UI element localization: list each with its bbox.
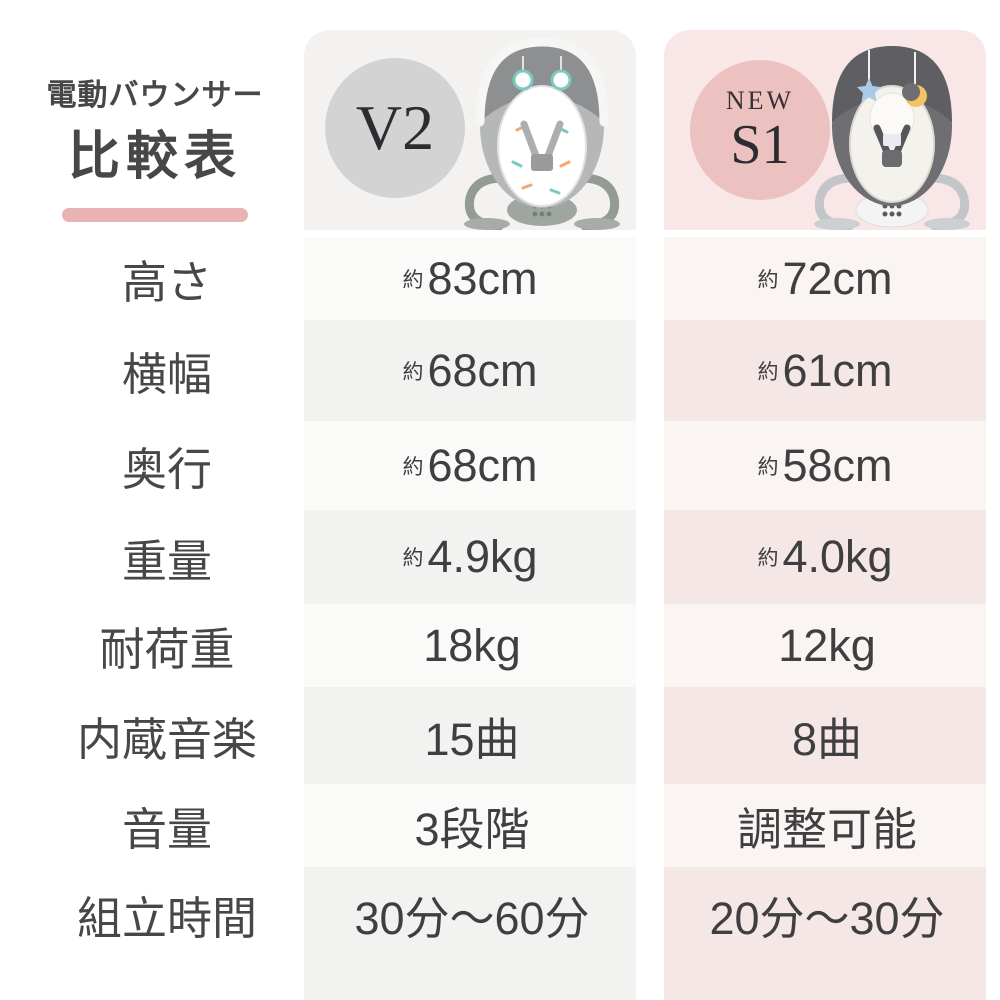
spec-label-width: 横幅 [121, 349, 212, 400]
spec-label-load: 耐荷重 [99, 624, 235, 675]
s1-weight-value: 約 4.0kg [664, 510, 986, 604]
s1-volume-value: 調整可能 [664, 784, 986, 867]
spec-label-volume: 音量 [121, 804, 212, 855]
v2-depth-value: 約 68cm [304, 421, 636, 510]
spec-label-column: 高さ 横幅 奥行 重量 耐荷重 内蔵音楽 音量 組立時間 [0, 237, 334, 1000]
v2-load-value: 18kg [304, 604, 636, 687]
s1-header: NEW S1 [664, 30, 986, 230]
v2-badge-circle: V2 [325, 58, 465, 198]
v2-height-value: 約 83cm [304, 237, 636, 320]
spec-label-music: 内蔵音楽 [76, 714, 257, 765]
s1-music-value: 8曲 [664, 687, 986, 784]
v2-weight-value: 約 4.9kg [304, 510, 636, 604]
v2-volume-value: 3段階 [304, 784, 636, 867]
s1-depth-value: 約 58cm [664, 421, 986, 510]
spec-label-depth: 奥行 [121, 444, 212, 495]
spec-label-weight: 重量 [121, 535, 212, 587]
v2-assembly-value: 30分〜60分 [304, 867, 636, 1000]
spec-label-assembly: 組立時間 [76, 893, 257, 944]
product-column-v2: V2 [304, 30, 636, 1000]
s1-load-value: 12kg [664, 604, 986, 687]
s1-new-badge: NEW [725, 86, 795, 115]
product-column-s1: NEW S1 [664, 30, 986, 1000]
page-title: 比較表 [67, 128, 242, 186]
v2-width-value: 約 68cm [304, 320, 636, 421]
v2-music-value: 15曲 [304, 687, 636, 784]
s1-product-image [814, 46, 970, 230]
s1-badge-circle: NEW S1 [690, 60, 830, 200]
spec-label-height: 高さ [121, 257, 212, 308]
title-subtitle: 電動バウンサー [46, 79, 264, 112]
s1-assembly-value: 20分〜30分 [664, 867, 986, 1000]
v2-product-image [464, 37, 620, 230]
v2-product-name: V2 [355, 92, 435, 163]
s1-width-value: 約 61cm [664, 320, 986, 421]
v2-header: V2 [304, 30, 636, 230]
s1-height-value: 約 72cm [664, 237, 986, 320]
title-block: 電動バウンサー 比較表 [0, 78, 310, 222]
s1-product-name: S1 [730, 114, 790, 176]
title-underline [62, 208, 248, 222]
